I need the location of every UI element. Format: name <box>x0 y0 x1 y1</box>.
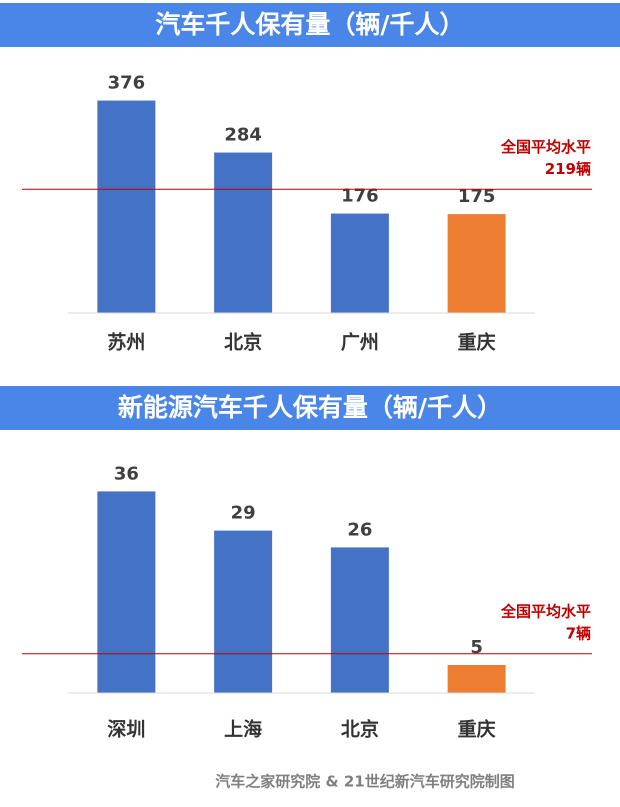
reference-text: 全国平均水平 <box>500 138 591 156</box>
x-tick-label: 北京 <box>224 331 262 354</box>
bar <box>447 214 506 313</box>
bar <box>214 530 273 693</box>
value-label: 284 <box>224 125 262 146</box>
x-tick-label: 重庆 <box>458 331 496 354</box>
value-label: 26 <box>347 519 372 540</box>
bar <box>214 152 273 313</box>
bar <box>97 491 156 693</box>
x-tick-label: 苏州 <box>107 331 145 354</box>
chart-title: 新能源汽车千人保有量（辆/千人） <box>118 393 502 422</box>
value-label: 376 <box>108 73 146 94</box>
x-tick-label: 深圳 <box>107 718 145 741</box>
value-label: 175 <box>458 186 496 207</box>
title-banner <box>0 386 620 430</box>
x-tick-label: 北京 <box>341 718 379 741</box>
bar <box>330 547 389 693</box>
bar <box>97 100 156 313</box>
x-tick-label: 上海 <box>224 718 262 741</box>
title-banner <box>0 3 620 47</box>
value-label: 36 <box>114 463 139 484</box>
chart-title: 汽车千人保有量（辆/千人） <box>155 10 464 39</box>
x-tick-label: 重庆 <box>458 718 496 741</box>
value-label: 5 <box>470 637 483 658</box>
x-tick-label: 广州 <box>341 331 379 354</box>
reference-text: 全国平均水平 <box>500 602 591 620</box>
bar <box>447 665 506 693</box>
reference-label: 219辆 <box>545 160 591 178</box>
value-label: 176 <box>341 186 379 207</box>
source: 汽车之家研究院 & 21世纪新汽车研究院制图 <box>215 773 514 791</box>
bar <box>330 213 389 313</box>
reference-label: 7辆 <box>566 624 591 642</box>
value-label: 29 <box>231 503 256 524</box>
